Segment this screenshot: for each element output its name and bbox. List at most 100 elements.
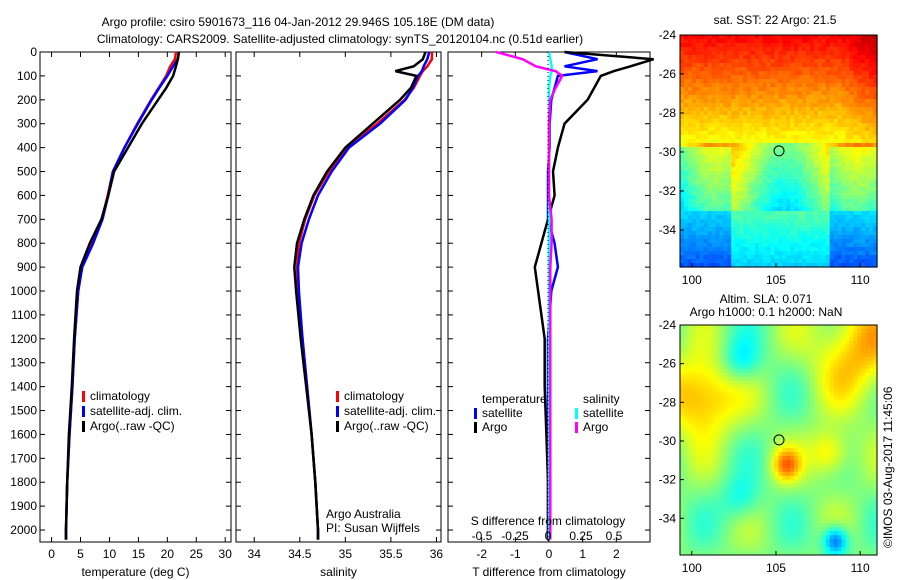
map-cell (857, 199, 862, 204)
map-cell (727, 372, 732, 378)
map-cell (731, 191, 736, 196)
map-cell (747, 436, 752, 441)
map-cell (782, 223, 787, 228)
map-cell (774, 207, 780, 212)
map-cell (861, 211, 866, 216)
map-cell (750, 408, 756, 413)
map-cell (747, 428, 752, 433)
map-cell (770, 155, 776, 160)
map-cell (841, 251, 847, 256)
map-cell (790, 483, 795, 489)
map-cell (683, 251, 689, 256)
map-cell (821, 203, 827, 208)
map-cell (695, 91, 701, 96)
map-cell (869, 103, 874, 108)
map-cell (782, 507, 787, 512)
map-cell (703, 155, 709, 160)
map-cell (794, 91, 799, 96)
map-cell (691, 444, 697, 449)
map-cell (680, 103, 685, 108)
map-cell (857, 227, 862, 232)
map-cell (723, 51, 728, 56)
map-cell (786, 59, 791, 64)
map-cell (695, 107, 701, 112)
map-cell (837, 223, 843, 228)
map-cell (790, 163, 795, 168)
map-cell (731, 263, 736, 268)
map-cell (837, 147, 843, 152)
map-cell (723, 380, 728, 386)
map-cell (747, 503, 752, 508)
map-cell (758, 119, 764, 124)
map-cell (715, 360, 721, 366)
map-cell (711, 67, 717, 72)
map-cell (802, 332, 807, 338)
map-cell (837, 187, 843, 192)
map-cell (719, 223, 724, 228)
map-cell (699, 523, 705, 528)
map-cell (735, 187, 740, 192)
map-cell (715, 475, 721, 481)
map-cell (715, 71, 721, 76)
map-cell (849, 211, 854, 216)
map-cell (770, 499, 776, 505)
map-cell (703, 207, 709, 212)
map-cell (750, 440, 756, 445)
map-cell (727, 151, 732, 156)
map-cell (865, 191, 870, 196)
map-cell (758, 360, 764, 366)
map-cell (833, 155, 839, 160)
map-cell (707, 203, 713, 208)
map-cell (845, 107, 851, 112)
map-title: sat. SST: 22 Argo: 21.5 (714, 13, 837, 27)
map-cell (687, 483, 693, 489)
map-cell (695, 487, 701, 493)
map-cell (762, 491, 768, 497)
map-cell (691, 380, 697, 386)
map-cell (865, 39, 870, 44)
map-cell (735, 91, 740, 96)
map-cell (735, 43, 740, 48)
map-cell (703, 432, 709, 437)
map-cell (782, 39, 787, 44)
map-cell (723, 151, 728, 156)
map-cell (825, 95, 831, 100)
map-cell (778, 440, 784, 445)
map-cell (754, 392, 760, 397)
map-cell (707, 51, 713, 56)
map-cell (790, 400, 795, 405)
map-cell (794, 451, 799, 457)
map-cell (715, 384, 721, 390)
map-cell (790, 71, 795, 76)
map-cell (774, 332, 780, 338)
map-cell (798, 451, 803, 457)
map-cell (723, 87, 728, 92)
map-cell (873, 131, 878, 136)
map-cell (735, 207, 740, 212)
map-cell (778, 495, 784, 501)
map-cell (754, 35, 760, 40)
map-cell (845, 255, 851, 260)
map-cell (778, 444, 784, 449)
map-cell (723, 467, 728, 473)
map-cell (695, 103, 701, 108)
map-cell (790, 332, 795, 338)
map-cell (739, 215, 744, 220)
map-cell (723, 507, 728, 512)
map-cell (841, 43, 847, 48)
map-cell (821, 139, 827, 144)
map-cell (711, 235, 717, 240)
map-cell (735, 392, 740, 397)
map-cell (774, 143, 780, 148)
map-cell (707, 531, 713, 536)
map-cell (719, 251, 724, 256)
map-cell (715, 523, 721, 528)
map-cell (703, 451, 709, 457)
map-cell (750, 71, 756, 76)
map-cell (817, 123, 823, 128)
map-cell (782, 392, 787, 397)
map-cell (719, 340, 724, 346)
map-cell (691, 43, 697, 48)
map-cell (683, 483, 689, 489)
map-cell (806, 139, 811, 144)
